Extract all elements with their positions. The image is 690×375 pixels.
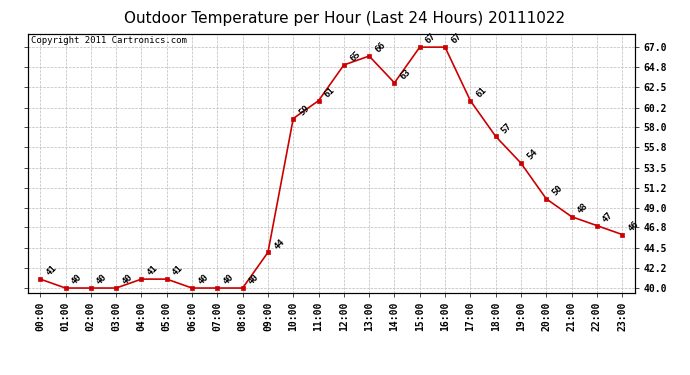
Text: 48: 48 (575, 201, 590, 215)
Text: 63: 63 (399, 68, 413, 81)
Text: 41: 41 (171, 264, 185, 278)
Text: 67: 67 (424, 32, 438, 46)
Text: 61: 61 (323, 86, 337, 99)
Text: 50: 50 (551, 183, 564, 197)
Text: 54: 54 (525, 148, 539, 162)
Text: 44: 44 (272, 237, 286, 251)
Text: 59: 59 (297, 103, 311, 117)
Text: 40: 40 (221, 273, 235, 286)
Text: 40: 40 (196, 273, 210, 286)
Text: 61: 61 (475, 86, 489, 99)
Text: 67: 67 (449, 32, 463, 46)
Text: 65: 65 (348, 50, 362, 64)
Text: 41: 41 (44, 264, 59, 278)
Text: 66: 66 (373, 41, 387, 55)
Text: Copyright 2011 Cartronics.com: Copyright 2011 Cartronics.com (30, 36, 186, 45)
Text: 40: 40 (247, 273, 261, 286)
Text: 41: 41 (146, 264, 159, 278)
Text: 40: 40 (70, 273, 83, 286)
Text: 40: 40 (120, 273, 135, 286)
Text: 57: 57 (500, 121, 514, 135)
Text: Outdoor Temperature per Hour (Last 24 Hours) 20111022: Outdoor Temperature per Hour (Last 24 Ho… (124, 11, 566, 26)
Text: 40: 40 (95, 273, 109, 286)
Text: 47: 47 (601, 210, 615, 224)
Text: 46: 46 (627, 219, 640, 233)
